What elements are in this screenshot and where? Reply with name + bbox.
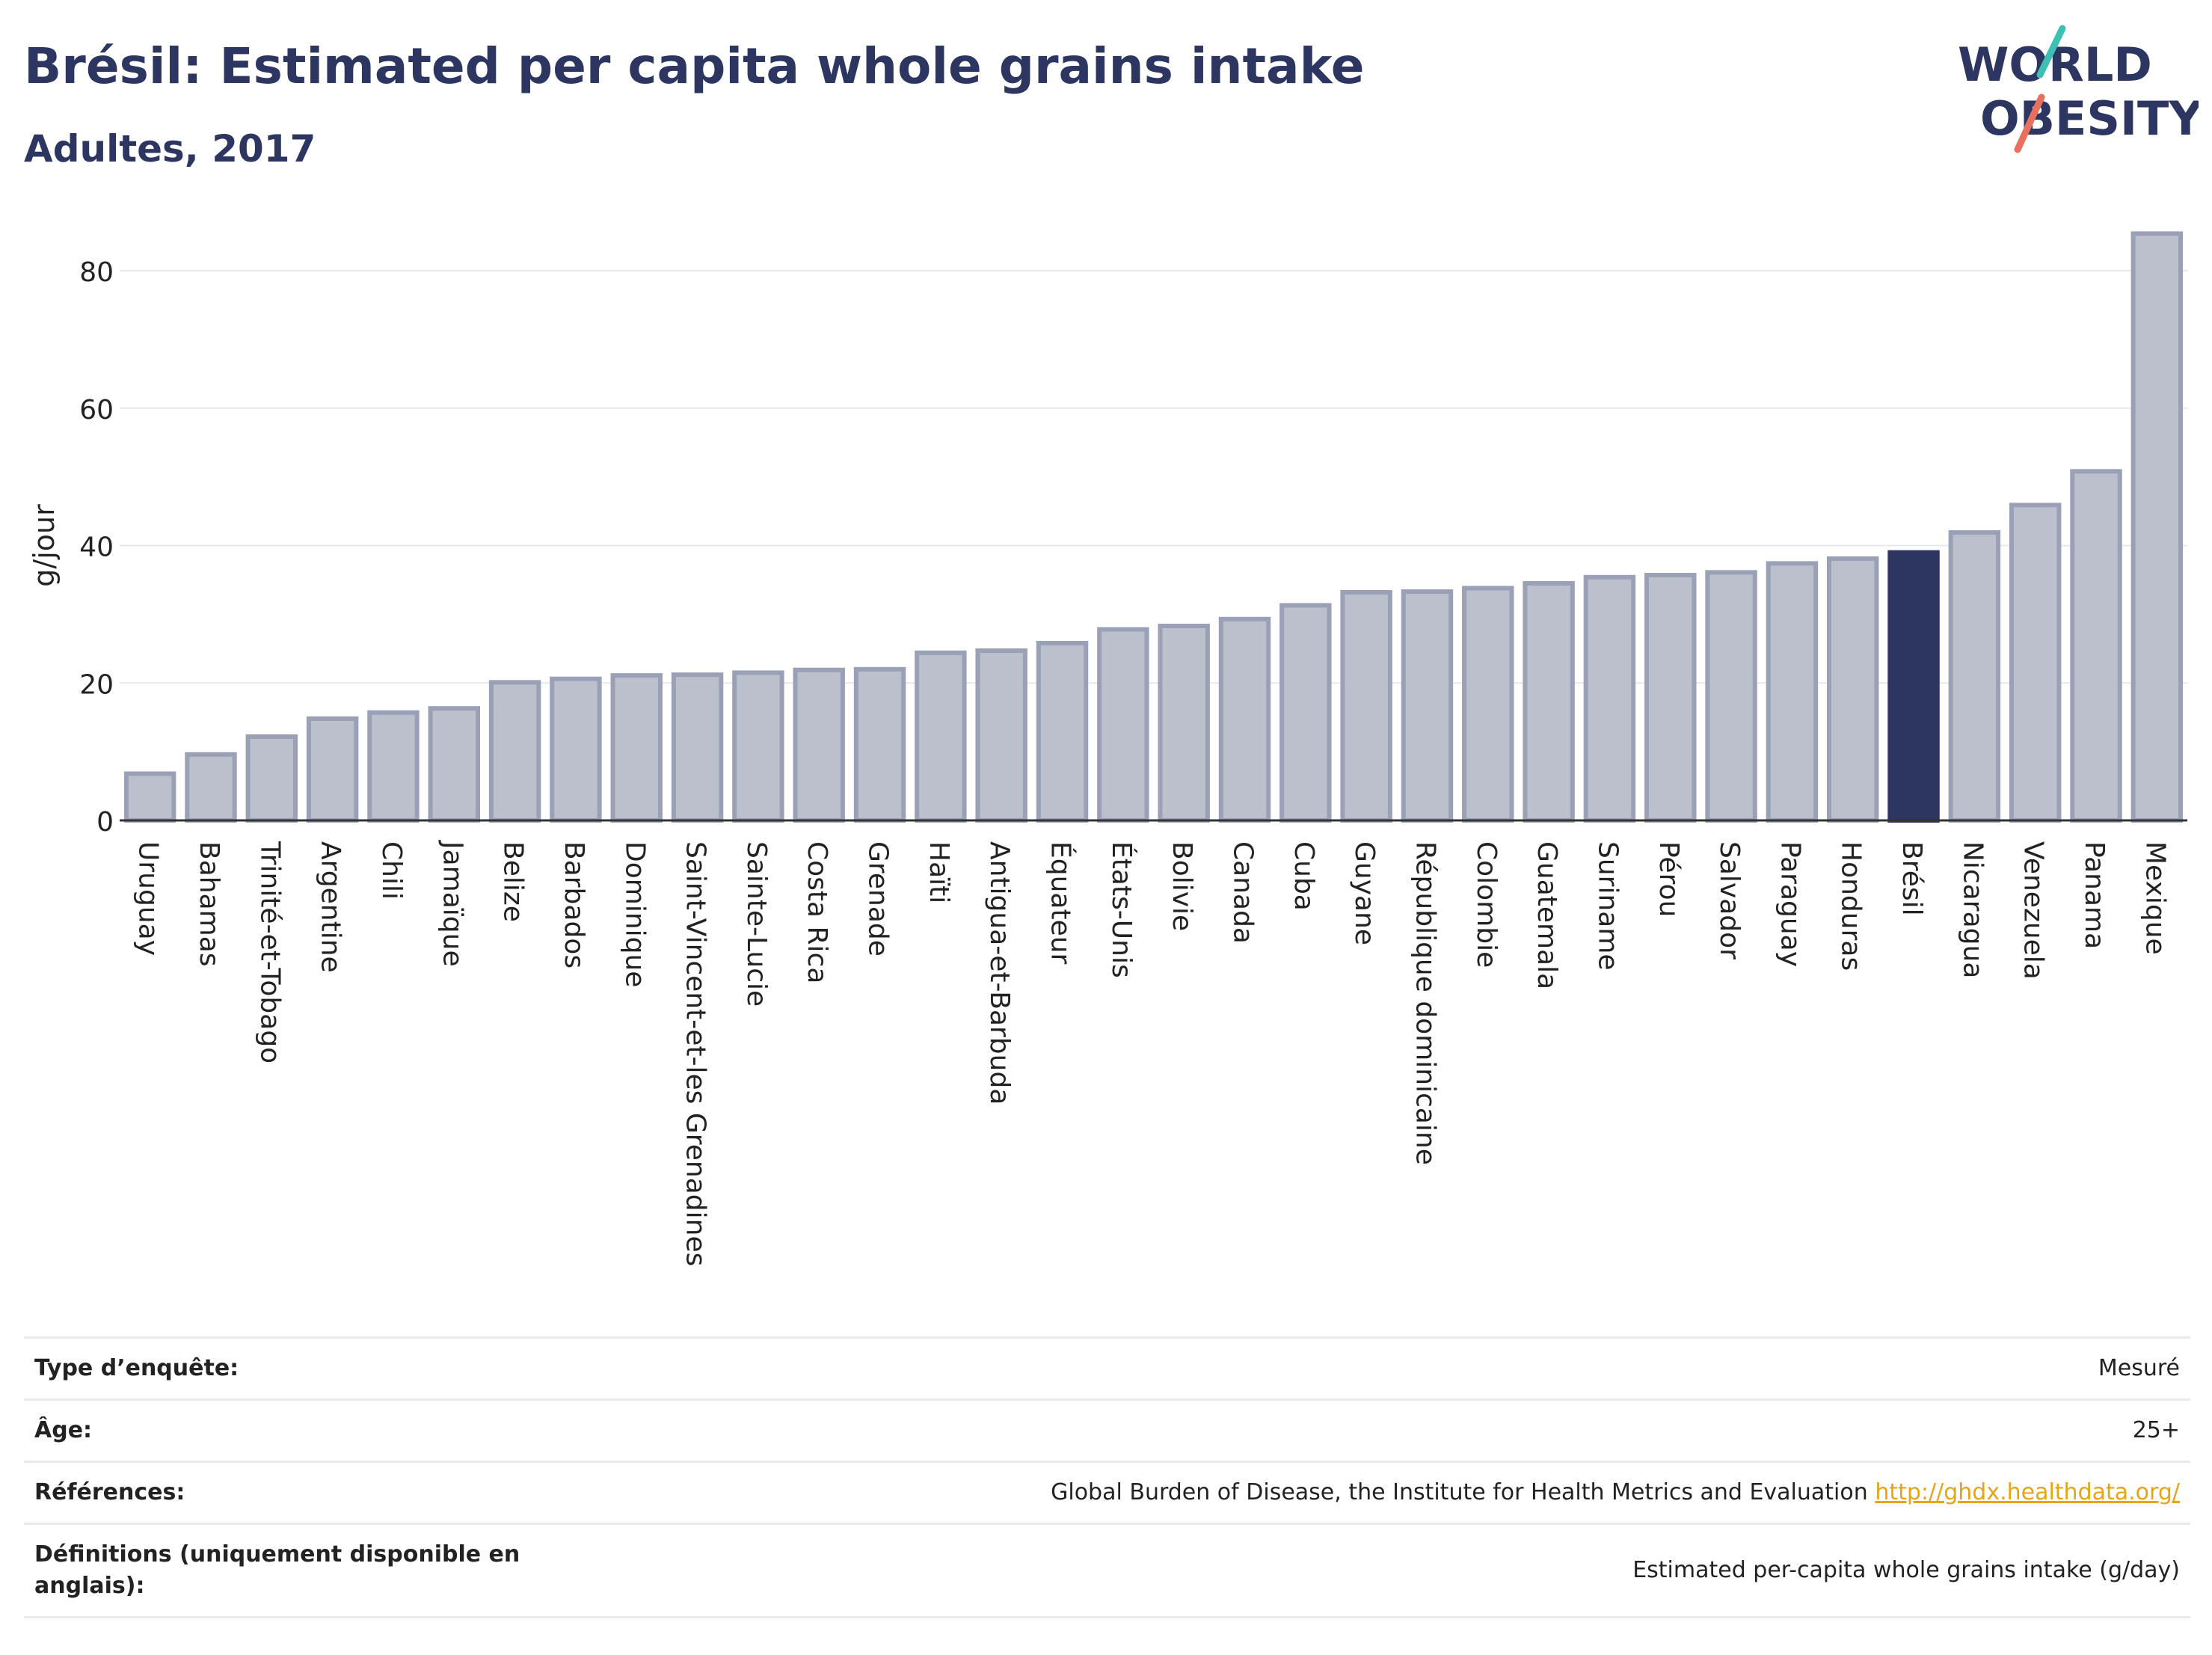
x-tick-label: Panama <box>2079 841 2110 949</box>
x-tick-label: Sainte-Lucie <box>741 841 772 1007</box>
x-tick-label: Haïti <box>924 841 954 903</box>
bar <box>245 734 298 823</box>
x-tick-label: Antigua-et-Barbuda <box>984 841 1015 1105</box>
x-tick-label: Guyane <box>1349 841 1380 945</box>
bar <box>1340 589 1392 823</box>
bar <box>793 667 845 823</box>
bar <box>550 676 602 823</box>
x-tick-label: Bolivie <box>1167 841 1197 931</box>
bar <box>2009 503 2062 823</box>
x-tick-label: Costa Rica <box>802 841 832 983</box>
chart-title: Brésil: Estimated per capita whole grain… <box>24 37 1365 95</box>
x-tick-label: Nicaragua <box>1957 841 1988 978</box>
info-label: Références: <box>34 1479 185 1505</box>
info-label: Âge: <box>34 1417 93 1443</box>
x-tick-label: Salvador <box>1714 841 1745 959</box>
bar <box>1218 616 1271 823</box>
x-tick-label: Paraguay <box>1775 841 1805 967</box>
reference-text: Global Burden of Disease, the Institute … <box>1051 1479 1868 1505</box>
x-tick-label: Honduras <box>1836 841 1867 971</box>
bar <box>1948 530 2001 823</box>
bar <box>2130 231 2184 823</box>
bar <box>853 666 906 823</box>
x-tick-label: Argentine <box>316 841 346 973</box>
info-label: Type d’enquête: <box>34 1355 239 1381</box>
bar <box>367 710 420 823</box>
bar <box>488 680 541 823</box>
y-axis-label: g/jour <box>28 504 61 587</box>
info-row-definitions: Définitions (uniquement disponible en an… <box>24 1523 2190 1616</box>
bar <box>1036 640 1089 823</box>
y-tick-label: 60 <box>79 395 114 426</box>
info-value: 25+ <box>2132 1417 2180 1443</box>
info-label: Définitions (uniquement disponible en an… <box>34 1541 520 1599</box>
bar <box>306 716 359 823</box>
bar <box>1766 561 1819 823</box>
x-tick-label: Saint-Vincent-et-les Grenadines <box>681 841 711 1266</box>
bar <box>1097 627 1149 823</box>
world-obesity-logo: WORLD OBESITY <box>1958 25 2199 153</box>
y-tick-label: 40 <box>79 532 114 563</box>
info-value: Mesuré <box>2098 1355 2180 1381</box>
logo-slash-coral <box>2014 93 2045 153</box>
x-tick-label: Équateur <box>1045 841 1077 965</box>
x-tick-label: Bahamas <box>194 841 224 967</box>
bar <box>732 670 784 823</box>
y-tick-label: 20 <box>79 669 114 700</box>
bar <box>1523 581 1575 823</box>
x-tick-label: Barbados <box>559 841 589 968</box>
bar <box>975 648 1027 823</box>
table-bottom-rule <box>24 1616 2190 1618</box>
x-tick-label: Pérou <box>1653 841 1684 917</box>
x-tick-label: Brésil <box>1896 841 1927 916</box>
x-tick-label: Cuba <box>1288 841 1319 911</box>
x-tick-label: Venezuela <box>2018 841 2049 980</box>
bar <box>1158 623 1210 823</box>
x-tick-label: Chili <box>376 841 407 900</box>
x-tick-label: Uruguay <box>133 841 164 956</box>
bar <box>123 771 176 823</box>
bar <box>915 650 967 823</box>
reference-link[interactable]: http://ghdx.healthdata.org/ <box>1875 1479 2180 1505</box>
logo-line-2: OBESITY <box>1980 91 2199 146</box>
info-row-references: Références: Global Burden of Disease, th… <box>24 1461 2190 1523</box>
x-tick-label: Jamaïque <box>437 840 467 967</box>
bar <box>610 673 663 823</box>
x-tick-label: Suriname <box>1592 841 1623 971</box>
x-tick-label: Mexique <box>2139 841 2170 955</box>
bar <box>1279 603 1332 823</box>
bar <box>1705 570 1757 823</box>
bar <box>1644 573 1697 823</box>
info-table: Type d’enquête: Mesuré Âge: 25+ Référenc… <box>24 1336 2190 1618</box>
x-tick-label: Trinité-et-Tobago <box>254 841 285 1063</box>
x-tick-label: République dominicaine <box>1410 841 1440 1165</box>
bar <box>2070 469 2122 823</box>
bar <box>1583 574 1636 823</box>
x-tick-label: Grenade <box>863 841 894 957</box>
bar <box>1887 550 1940 823</box>
info-row-age: Âge: 25+ <box>24 1398 2190 1461</box>
chart-subtitle: Adultes, 2017 <box>24 127 316 171</box>
x-tick-label: Belize <box>498 841 529 922</box>
logo-slash-teal <box>2036 25 2066 79</box>
bar <box>671 672 724 823</box>
bar <box>428 706 480 823</box>
x-tick-label: États-Unis <box>1106 841 1137 978</box>
x-tick-label: Colombie <box>1471 841 1502 968</box>
y-tick-label: 0 <box>96 807 114 838</box>
bar <box>185 752 237 823</box>
y-tick-label: 80 <box>79 257 114 288</box>
x-tick-label: Dominique <box>619 841 650 987</box>
x-tick-label: Canada <box>1227 841 1258 944</box>
x-tick-label: Guatemala <box>1531 841 1562 989</box>
bar-chart: 0 20 40 60 80 g/jour Uruguay Bahamas Trinité-et-… <box>28 231 2187 1266</box>
info-value: Global Burden of Disease, the Institute … <box>1051 1477 2190 1508</box>
bar <box>1401 589 1454 823</box>
info-row-survey-type: Type d’enquête: Mesuré <box>24 1336 2190 1398</box>
info-value: Estimated per-capita whole grains intake… <box>1632 1557 2180 1583</box>
bar <box>1462 586 1514 823</box>
bar <box>1827 556 1879 823</box>
